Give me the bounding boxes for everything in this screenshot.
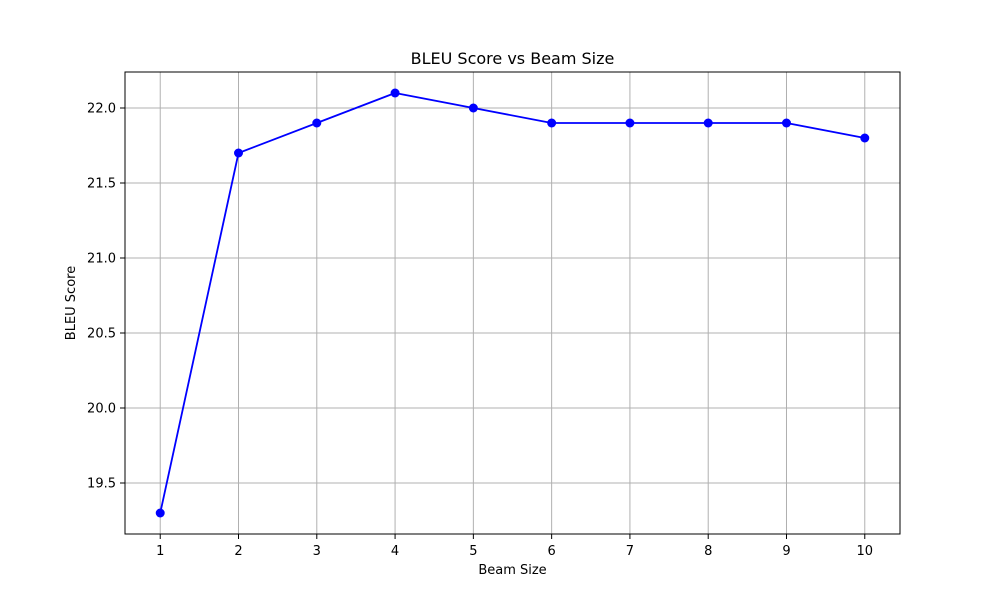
x-tick-label: 6 [548, 544, 556, 559]
x-tick-label: 7 [626, 544, 634, 559]
x-tick-label: 1 [156, 544, 164, 559]
y-tick-label: 21.5 [87, 177, 116, 192]
x-tick-label: 4 [391, 544, 399, 559]
data-point [781, 118, 791, 128]
y-axis: 19.5 20.0 20.5 21.0 21.5 22.0 [87, 102, 125, 492]
data-point [234, 148, 244, 158]
data-point [312, 118, 322, 128]
data-point [468, 103, 478, 113]
series-bleu [155, 88, 870, 518]
y-tick-label: 22.0 [87, 102, 116, 117]
x-tick-label: 9 [782, 544, 790, 559]
y-tick-label: 20.5 [87, 327, 116, 342]
y-axis-label: BLEU Score [64, 266, 79, 340]
data-point [625, 118, 635, 128]
data-point [155, 508, 165, 518]
data-point [703, 118, 713, 128]
plot-frame [124, 71, 901, 535]
x-axis: 1 2 3 4 5 6 7 8 9 10 [156, 534, 873, 559]
y-tick-label: 19.5 [87, 477, 116, 492]
data-point [390, 88, 400, 98]
series-line [159, 92, 865, 514]
y-tick-label: 20.0 [87, 402, 116, 417]
x-tick-label: 10 [856, 544, 873, 559]
data-point [547, 118, 557, 128]
x-tick-label: 8 [704, 544, 712, 559]
y-tick-label: 21.0 [87, 252, 116, 267]
data-point [860, 133, 870, 143]
grid [125, 72, 900, 534]
x-tick-label: 2 [234, 544, 242, 559]
x-axis-label: Beam Size [478, 563, 546, 578]
x-tick-label: 5 [469, 544, 477, 559]
chart-title: BLEU Score vs Beam Size [411, 49, 615, 68]
x-tick-label: 3 [313, 544, 321, 559]
